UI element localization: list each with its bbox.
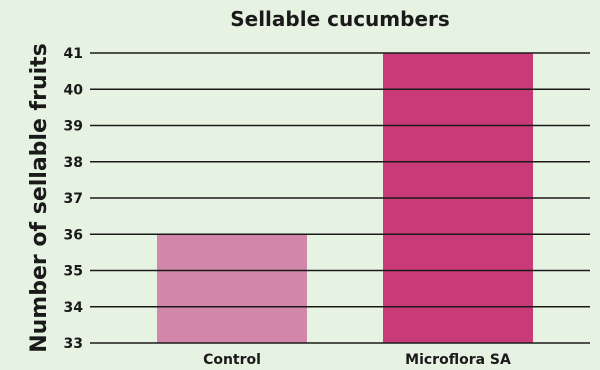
x-tick-layer: Control Microflora SA <box>203 352 511 368</box>
chart-title: Sellable cucumbers <box>230 7 450 31</box>
y-tick-label: 37 <box>64 191 83 207</box>
y-tick-label: 39 <box>64 119 83 135</box>
x-tick-label: Microflora SA <box>405 352 511 368</box>
y-tick-label: 36 <box>64 227 83 243</box>
y-axis-label: Number of sellable fruits <box>27 43 52 353</box>
y-tick-label: 40 <box>64 82 84 98</box>
x-tick-label: Control <box>203 352 261 368</box>
y-tick-label: 38 <box>64 155 83 171</box>
y-tick-label: 34 <box>64 300 84 316</box>
y-tick-label: 41 <box>64 46 83 62</box>
grid-layer <box>90 52 590 344</box>
y-tick-label: 35 <box>64 264 83 280</box>
y-tick-label: 33 <box>64 336 83 352</box>
bar-control <box>157 234 307 343</box>
y-tick-layer: 33 34 35 36 37 38 39 40 41 <box>64 46 84 352</box>
